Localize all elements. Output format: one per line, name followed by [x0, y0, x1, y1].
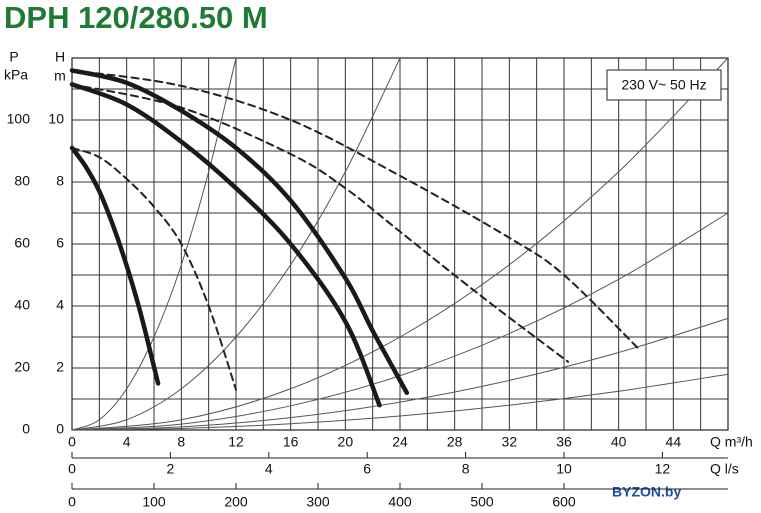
y2-axis-unit: kPa	[4, 67, 28, 83]
y-tick-label: 6	[56, 235, 64, 251]
x-tick-label: 4	[123, 434, 131, 450]
curve	[71, 57, 729, 431]
x3-tick-label: 400	[388, 494, 412, 510]
x-tick-label: 32	[502, 434, 518, 450]
y2-axis-label: P	[9, 49, 18, 65]
y2-tick-label: 80	[14, 173, 30, 189]
x-tick-label: 12	[228, 434, 244, 450]
x3-tick-label: 0	[68, 494, 76, 510]
curve	[71, 69, 641, 351]
x-tick-label: 20	[338, 434, 354, 450]
y-tick-label: 10	[48, 111, 64, 127]
y2-tick-label: 0	[22, 421, 30, 437]
x3-tick-label: 500	[470, 494, 494, 510]
x-tick-label: 0	[68, 434, 76, 450]
x2-tick-label: 4	[265, 461, 273, 477]
y-tick-label: 2	[56, 359, 64, 375]
annotation: 230 V~ 50 Hz	[621, 77, 706, 93]
x3-tick-label: 200	[224, 494, 248, 510]
y-axis-label: H	[55, 49, 65, 65]
annotation-box	[606, 69, 722, 101]
curve	[71, 57, 401, 431]
x-tick-label: 28	[447, 434, 463, 450]
curve	[69, 68, 410, 396]
x-tick-label: 8	[177, 434, 185, 450]
x2-tick-label: 10	[556, 461, 572, 477]
chart-title: DPH 120/280.50 M	[4, 0, 268, 35]
curve	[69, 82, 382, 408]
y2-tick-label: 100	[7, 111, 31, 127]
y-tick-label: 8	[56, 173, 64, 189]
curve	[71, 57, 237, 431]
x2-tick-label: 8	[462, 461, 470, 477]
y-axis-unit: m	[54, 68, 66, 84]
x3-tick-label: 600	[552, 494, 576, 510]
x3-tick-label: 100	[142, 494, 166, 510]
x2-tick-label: 2	[167, 461, 175, 477]
curve	[71, 317, 729, 431]
y-tick-label: 4	[56, 297, 64, 313]
x-tick-label: 40	[611, 434, 627, 450]
y-tick-label: 0	[56, 421, 64, 437]
curve	[71, 83, 570, 363]
x-tick-label: 16	[283, 434, 299, 450]
x-tick-label: 36	[556, 434, 572, 450]
watermark: BYZON.by	[612, 484, 681, 500]
x2-tick-label: 6	[363, 461, 371, 477]
curve	[71, 373, 729, 431]
x2-tick-label: 0	[68, 461, 76, 477]
x-axis-label: Q m³/h	[710, 434, 753, 450]
y2-tick-label: 60	[14, 235, 30, 251]
curve	[71, 146, 237, 391]
x-tick-label: 24	[392, 434, 408, 450]
curve	[69, 145, 161, 386]
x2-tick-label: 12	[655, 461, 671, 477]
x2-axis-label: Q l/s	[710, 461, 739, 477]
x3-tick-label: 300	[306, 494, 330, 510]
curve	[71, 212, 729, 431]
y2-tick-label: 20	[14, 359, 30, 375]
y2-tick-label: 40	[14, 297, 30, 313]
x-tick-label: 44	[666, 434, 682, 450]
